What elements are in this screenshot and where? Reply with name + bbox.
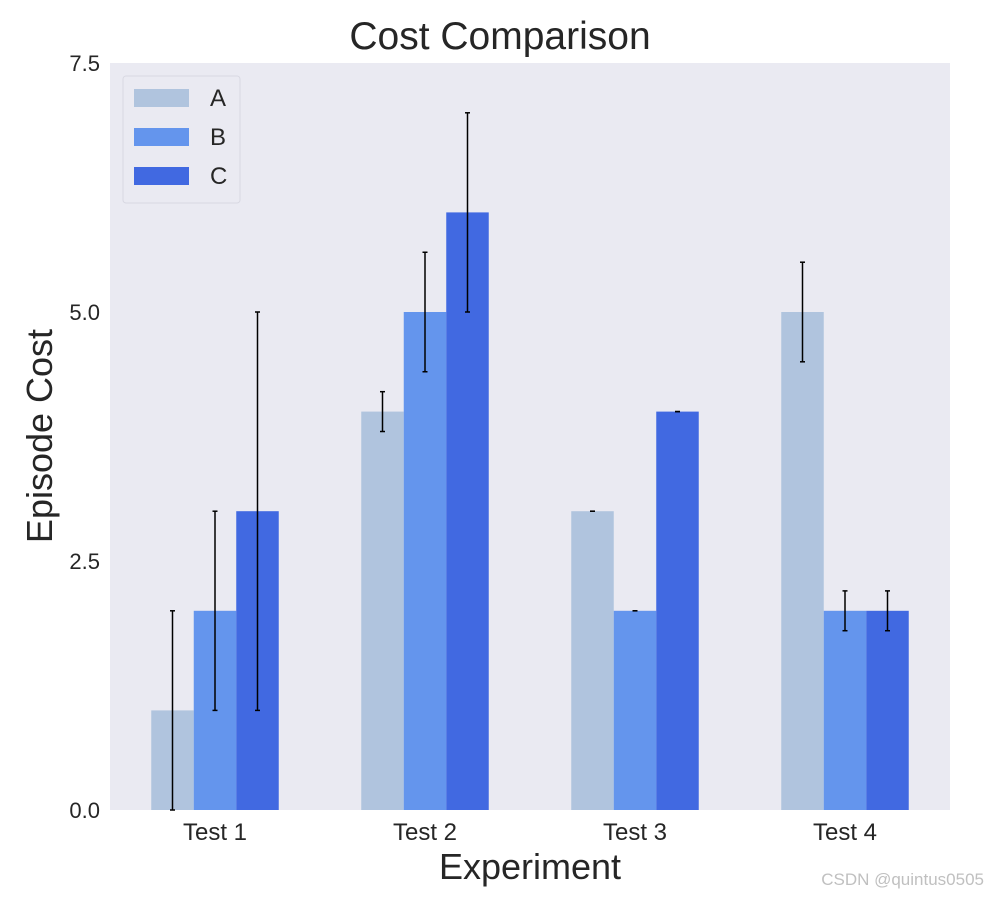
x-tick-label: Test 3: [603, 819, 667, 846]
legend-swatch-C: [134, 167, 189, 185]
legend-swatch-B: [134, 128, 189, 146]
y-tick-label: 0.0: [69, 798, 100, 823]
error-bar-B-test-1: [212, 510, 218, 712]
x-tick-label: Test 1: [183, 819, 247, 846]
bar-B-test-4: [823, 610, 867, 810]
error-bar-A-test-4: [800, 261, 805, 363]
bar-B-test-2: [403, 312, 447, 810]
bar-B-test-3: [613, 610, 657, 810]
x-tick-label: Test 2: [393, 819, 457, 846]
error-bar-A-test-1: [170, 610, 175, 811]
legend: ABC: [122, 75, 241, 204]
y-tick-label: 7.5: [69, 51, 100, 76]
error-bar-A-test-2: [380, 390, 385, 433]
legend-label-B: B: [210, 124, 226, 151]
error-bar-C-test-1: [255, 311, 260, 712]
error-bar-B-test-2: [422, 251, 428, 373]
ticks-layer: Test 1 Test 2 Test 3 Test 4 0.0 2.5 5.0 7.5: [69, 51, 877, 846]
error-bar-C-test-4: [885, 590, 890, 632]
error-bars-layer: [170, 112, 890, 811]
bar-C-test-4: [866, 610, 909, 810]
legend-label-C: C: [210, 163, 227, 190]
x-axis-label: Experiment: [439, 846, 621, 887]
bar-A-test-4: [781, 312, 824, 810]
bar-A-test-3: [571, 511, 614, 810]
bar-A-test-2: [361, 411, 404, 810]
bars-layer: [151, 212, 909, 810]
bar-C-test-3: [656, 411, 699, 810]
y-axis-label: Episode Cost: [19, 329, 60, 543]
y-tick-label: 5.0: [69, 300, 100, 325]
legend-label-A: A: [210, 85, 226, 112]
y-tick-label: 2.5: [69, 549, 100, 574]
chart-title: Cost Comparison: [349, 15, 650, 58]
legend-swatch-A: [134, 89, 189, 107]
x-tick-label: Test 4: [813, 819, 877, 846]
error-bar-C-test-2: [465, 112, 470, 313]
watermark: CSDN @quintus0505: [821, 870, 984, 889]
error-bar-B-test-4: [842, 590, 848, 632]
